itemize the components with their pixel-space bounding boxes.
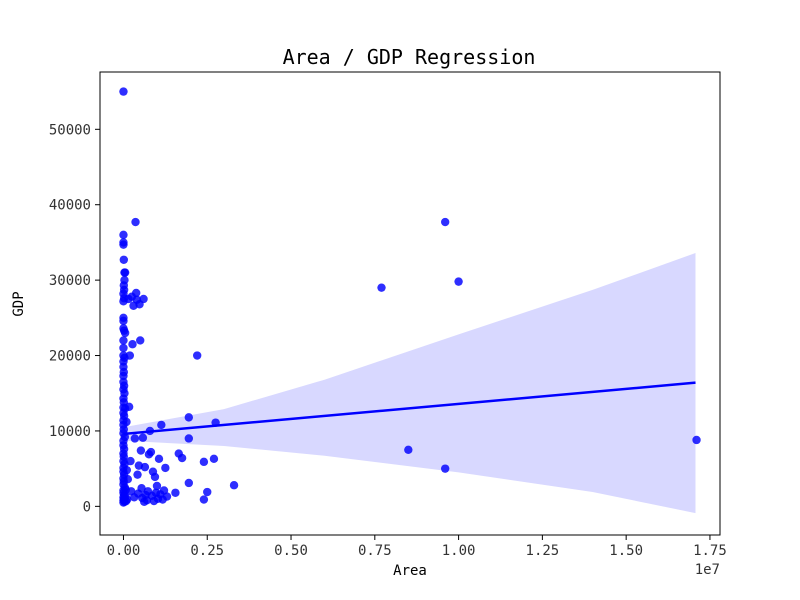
data-point [177, 453, 187, 463]
data-point [209, 454, 219, 464]
confidence-band-layer [123, 253, 696, 514]
data-point [120, 328, 130, 338]
data-point [184, 413, 194, 422]
data-point [138, 433, 148, 442]
data-point [119, 336, 128, 345]
data-point [192, 351, 202, 360]
data-point [136, 336, 145, 345]
data-point [440, 464, 450, 473]
data-point [122, 417, 131, 427]
x-tick-label: 0.25 [190, 543, 224, 559]
y-tick-label: 30000 [49, 273, 91, 289]
data-point [131, 288, 141, 298]
data-point [146, 447, 156, 457]
data-point [184, 434, 194, 443]
data-point [140, 462, 150, 472]
x-tick-label: 1.75 [693, 543, 727, 559]
data-point [133, 470, 142, 479]
data-point [203, 487, 212, 497]
data-point [119, 316, 128, 326]
data-point [130, 434, 140, 443]
x-axis-offset-label: 1e7 [695, 562, 720, 578]
y-tick-label: 50000 [49, 122, 91, 138]
x-tick-label: 1.25 [526, 543, 560, 559]
data-point [199, 495, 209, 504]
data-point [211, 418, 220, 427]
data-point [137, 484, 146, 493]
data-point [139, 294, 148, 304]
data-point [229, 481, 239, 490]
y-tick-label: 20000 [49, 349, 91, 365]
y-axis-ticks: 0 10000 20000 30000 40000 50000 [49, 122, 100, 515]
data-point [119, 240, 128, 249]
x-axis-label: Area [393, 563, 427, 579]
data-point [404, 445, 413, 454]
data-point [119, 255, 128, 264]
data-point [162, 492, 172, 501]
data-point [119, 343, 128, 353]
x-axis-ticks: 0.00 0.25 0.50 0.75 1.00 1.25 1.50 1.75 [107, 535, 727, 559]
y-axis-label: GDP [11, 291, 27, 316]
data-point [119, 230, 128, 240]
data-point [125, 351, 135, 360]
data-point [122, 465, 132, 475]
data-point [692, 435, 701, 445]
x-tick-label: 0.50 [274, 543, 308, 559]
data-point [126, 456, 135, 466]
x-tick-label: 1.50 [609, 543, 643, 559]
y-tick-label: 40000 [49, 198, 91, 214]
data-point [128, 340, 137, 349]
data-point [377, 283, 386, 292]
data-point [119, 371, 128, 381]
x-tick-label: 1.00 [442, 543, 476, 559]
x-tick-label: 0.75 [358, 543, 392, 559]
data-point [122, 495, 132, 504]
x-tick-label: 0.00 [107, 543, 141, 559]
data-point [131, 217, 140, 227]
data-point [123, 474, 133, 484]
y-tick-label: 0 [83, 499, 91, 515]
data-point [161, 463, 170, 473]
data-point [454, 277, 463, 286]
chart-title: Area / GDP Regression [283, 45, 536, 69]
regression-line [123, 381, 696, 436]
scatter-points-layer [119, 87, 701, 507]
data-point [136, 446, 146, 455]
data-point [119, 87, 128, 96]
data-point [154, 454, 164, 464]
regression-line-layer [123, 381, 696, 436]
data-point [124, 402, 134, 412]
data-point [171, 488, 180, 497]
plot-frame [99, 71, 721, 536]
confidence-band [123, 253, 696, 514]
data-point [120, 268, 130, 277]
data-point [199, 457, 209, 467]
y-tick-label: 10000 [49, 424, 91, 440]
data-point [152, 481, 162, 491]
data-point [145, 426, 155, 436]
data-point [440, 217, 450, 227]
data-point [184, 478, 194, 488]
data-point [157, 420, 166, 430]
data-point [150, 472, 160, 482]
